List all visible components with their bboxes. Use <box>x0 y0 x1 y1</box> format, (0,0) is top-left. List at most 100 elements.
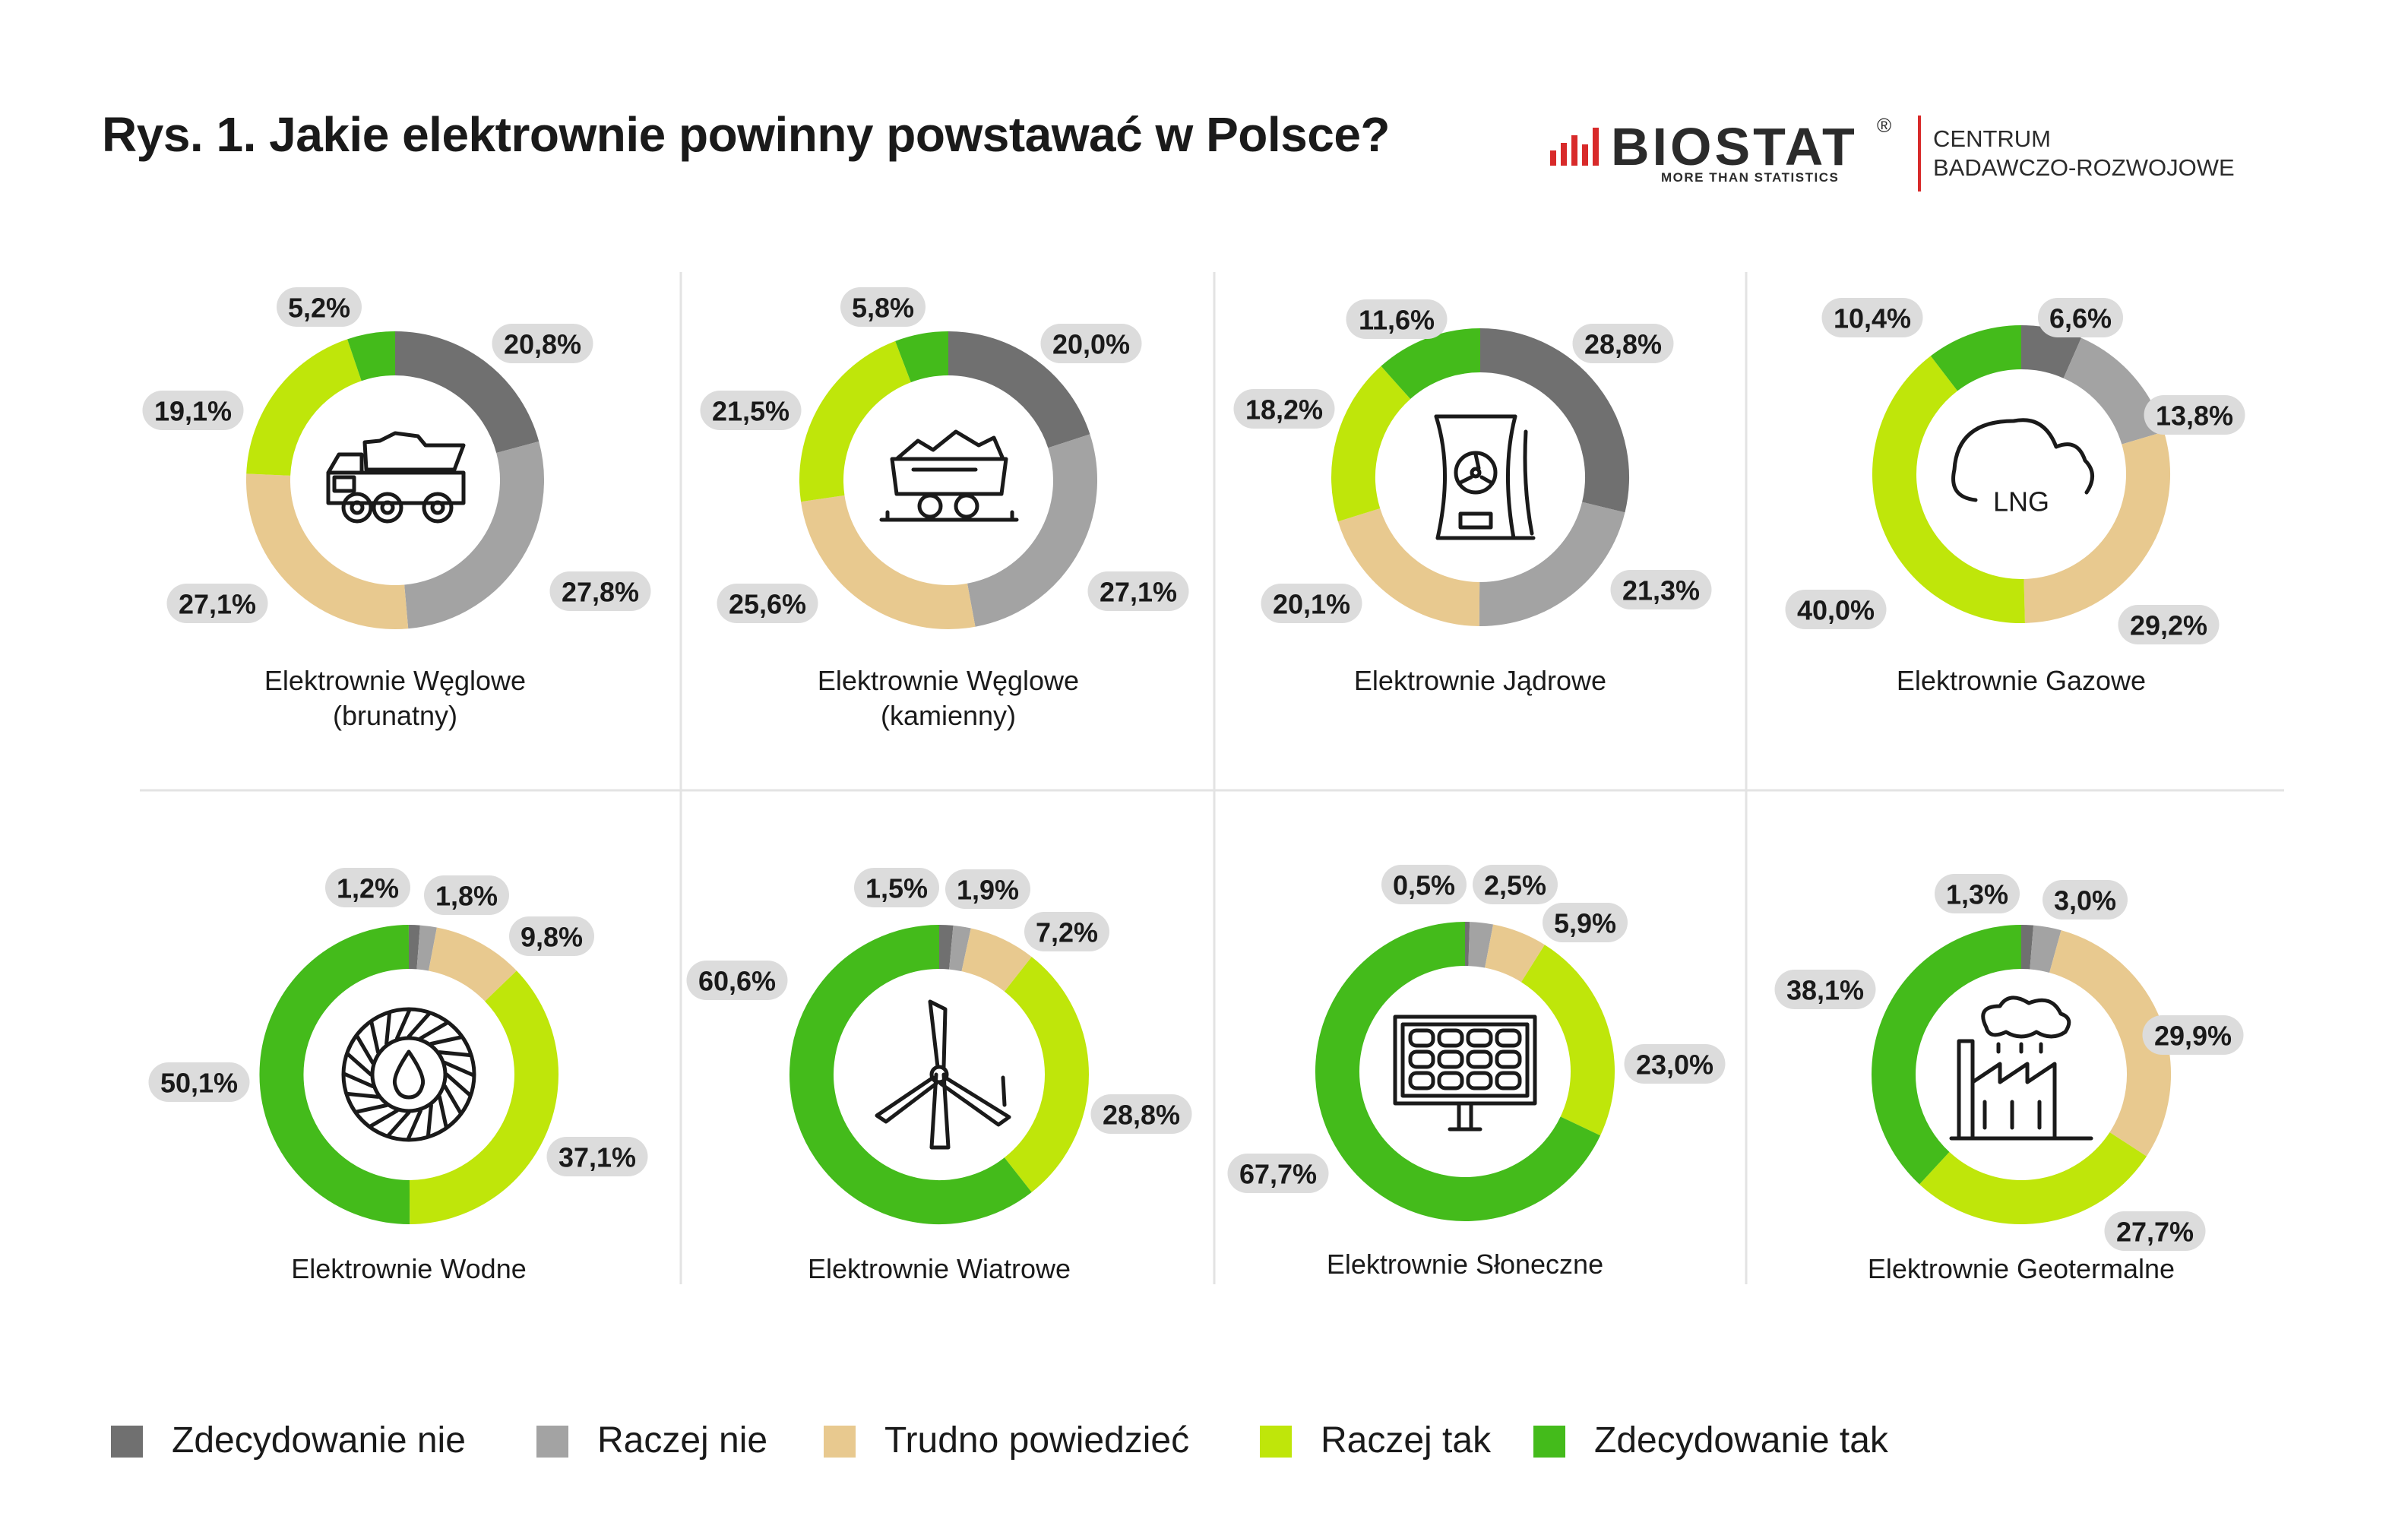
chart-title-line: Elektrownie Geotermalne <box>1868 1253 2175 1284</box>
data-label-zdecydowanie-tak: 67,7% <box>1227 1154 1329 1193</box>
data-label-raczej-nie: 3,0% <box>2043 880 2128 920</box>
data-label-pill <box>700 391 802 430</box>
data-label-pill <box>142 391 244 430</box>
data-label-raczej-tak: 40,0% <box>1785 590 1887 629</box>
data-label-text: 38,1% <box>1786 975 1864 1006</box>
logo-brand: BIOSTAT <box>1611 117 1858 176</box>
donut-segment-zdecydowanie-tak <box>895 331 949 383</box>
data-label-trudno-powiedziec: 5,9% <box>1543 903 1628 942</box>
donut-segment-zdecydowanie-nie <box>394 331 540 454</box>
data-label-text: 13,8% <box>2156 400 2233 432</box>
donut-hole <box>1361 967 1569 1176</box>
data-label-text: 5,8% <box>852 293 914 324</box>
legend-swatch <box>111 1426 143 1458</box>
data-label-text: 11,6% <box>1359 305 1435 336</box>
chart-title-line: Elektrownie Jądrowe <box>1354 665 1606 696</box>
legend-label: Zdecydowanie tak <box>1594 1420 1888 1461</box>
data-label-zdecydowanie-tak: 11,6% <box>1346 299 1448 339</box>
data-label-pill <box>1227 1154 1329 1193</box>
data-label-text: 9,8% <box>521 922 583 953</box>
data-label-raczej-tak: 23,0% <box>1624 1044 1726 1084</box>
data-label-trudno-powiedziec: 9,8% <box>509 916 594 956</box>
data-label-trudno-powiedziec: 29,9% <box>2142 1015 2244 1055</box>
data-label-text: 25,6% <box>729 589 806 620</box>
donut-segment-zdecydowanie-tak <box>259 925 410 1225</box>
data-label-trudno-powiedziec: 29,2% <box>2118 605 2220 644</box>
donut-chart: 1,5% 1,9% 7,2% 28,8% 60,6% Elektrownie Wiatro… <box>686 868 1192 1284</box>
data-label-raczej-nie: 1,9% <box>945 869 1030 909</box>
chart-title-line: Elektrownie Węglowe <box>264 665 526 696</box>
data-label-raczej-tak: 18,2% <box>1233 389 1335 429</box>
donut-segment-zdecydowanie-nie <box>1479 328 1629 513</box>
donut-chart: 20,8% 27,8% 27,1% 19,1% 5,2% Elektrownie Węgl… <box>142 287 651 731</box>
data-label-zdecydowanie-nie: 6,6% <box>2038 298 2123 337</box>
donut-segment-raczej-nie <box>2062 337 2164 445</box>
data-label-pill <box>717 584 818 623</box>
data-label-text: 1,8% <box>435 881 498 912</box>
donut-segment-zdecydowanie-nie <box>2020 925 2034 970</box>
data-label-pill <box>2144 395 2245 435</box>
data-label-zdecydowanie-nie: 0,5% <box>1381 865 1467 904</box>
data-label-zdecydowanie-tak: 5,8% <box>840 287 926 327</box>
data-label-pill <box>2142 1015 2244 1055</box>
data-label-text: 2,5% <box>1484 870 1546 901</box>
donut-segment-raczej-tak <box>1331 366 1411 522</box>
solar-panel-icon <box>1393 1014 1537 1132</box>
data-label-text: 1,3% <box>1946 879 2008 910</box>
chart-title-line: Elektrownie Wodne <box>291 1253 527 1284</box>
donut-segment-zdecydowanie-tak <box>1315 922 1601 1221</box>
data-label-pill <box>148 1062 250 1102</box>
legend-label: Zdecydowanie nie <box>172 1420 466 1461</box>
data-label-pill <box>509 916 594 956</box>
grid-dividers <box>140 272 2284 1284</box>
data-label-text: 40,0% <box>1797 595 1875 626</box>
data-label-pill <box>1624 1044 1726 1084</box>
data-label-raczej-tak: 37,1% <box>546 1137 648 1176</box>
legend: Zdecydowanie nie Raczej nie Trudno powie… <box>111 1418 2163 1464</box>
data-label-pill <box>1346 299 1448 339</box>
donut-segment-zdecydowanie-tak <box>1930 325 2022 391</box>
data-label-pill <box>546 1137 648 1176</box>
dump-truck-icon <box>326 431 466 524</box>
data-label-pill <box>1024 912 1109 951</box>
chart-title: Elektrownie Słoneczne <box>1327 1249 1603 1280</box>
data-label-text: 29,9% <box>2154 1021 2232 1052</box>
data-label-zdecydowanie-nie: 1,2% <box>325 868 410 907</box>
data-label-text: 50,1% <box>160 1068 238 1099</box>
data-label-zdecydowanie-tak: 60,6% <box>686 961 788 1000</box>
data-label-text: 18,2% <box>1245 394 1323 426</box>
data-label-text: 0,5% <box>1393 870 1455 901</box>
data-label-pill <box>424 875 509 915</box>
data-label-raczej-tak: 27,7% <box>2104 1211 2206 1251</box>
donut-segment-raczej-nie <box>967 434 1097 627</box>
chart-title-line: Elektrownie Gazowe <box>1897 665 2146 696</box>
legend-swatch <box>824 1426 856 1458</box>
donut-segment-trudno-powiedziec <box>960 928 1032 992</box>
data-label-pill <box>1935 874 2020 913</box>
donut-hole <box>845 377 1052 584</box>
data-label-text: 21,3% <box>1622 575 1700 606</box>
data-label-zdecydowanie-nie: 20,0% <box>1040 324 1142 363</box>
legend-label: Raczej nie <box>597 1420 768 1461</box>
donut-hole <box>835 970 1043 1179</box>
bar-chart-logo-icon <box>1550 128 1599 166</box>
data-label-text: 27,1% <box>1100 577 1177 608</box>
data-label-text: 23,0% <box>1636 1049 1713 1081</box>
chart-title: Elektrownie Wodne <box>291 1253 527 1284</box>
data-label-pill <box>325 868 410 907</box>
data-label-pill <box>1087 571 1189 611</box>
water-turbine-icon <box>341 1007 476 1142</box>
chart-title-line: (brunatny) <box>333 700 457 731</box>
data-label-pill <box>1090 1094 1192 1134</box>
data-label-raczej-tak: 28,8% <box>1090 1094 1192 1134</box>
data-label-text: 21,5% <box>712 396 789 427</box>
data-label-raczej-tak: 19,1% <box>142 391 244 430</box>
data-label-zdecydowanie-nie: 1,3% <box>1935 874 2020 913</box>
data-label-text: 19,1% <box>154 396 232 427</box>
data-label-text: 1,5% <box>865 873 928 904</box>
data-label-pill <box>492 324 593 363</box>
data-label-raczej-nie: 27,8% <box>549 571 651 611</box>
legend-label: Raczej tak <box>1321 1420 1492 1461</box>
chart-title: Elektrownie Węglowe (brunatny) <box>264 665 526 731</box>
donut-segment-raczej-nie <box>403 441 544 629</box>
